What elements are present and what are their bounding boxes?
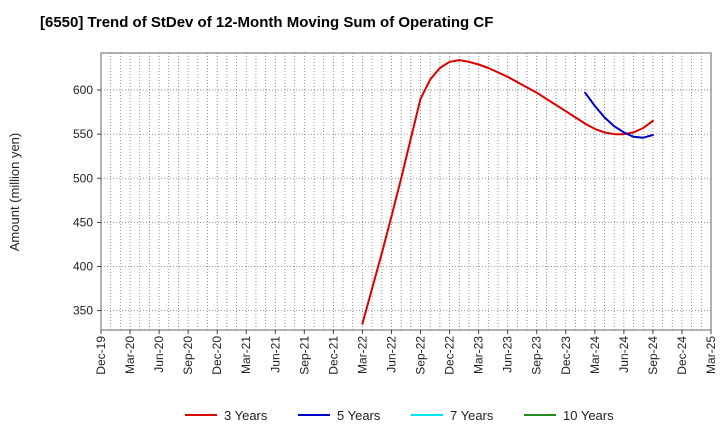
x-tick-label: Jun-24 [617,336,631,373]
x-tick-label: Jun-20 [152,336,166,373]
y-tick-label: 500 [73,171,93,185]
x-tick-label: Mar-24 [588,336,602,374]
x-axis: Dec-19 Mar-20 Jun-20 Sep-20 Dec-20 Mar-21 Jun-… [94,330,718,375]
legend-label: 5 Years [337,408,381,423]
y-tick-label: 600 [73,83,93,97]
x-tick-label: Dec-19 [94,336,108,375]
x-tick-label: Mar-21 [239,336,253,374]
y-tick-label: 350 [73,304,93,318]
series-layer [361,59,654,325]
y-axis-title: Amount (million yen) [7,133,22,252]
x-tick-label: Dec-21 [326,336,340,375]
x-tick-label: Sep-23 [530,336,544,375]
x-tick-label: Jun-22 [384,336,398,373]
series-line-3-years [361,59,654,325]
x-tick-label: Sep-22 [414,336,428,375]
legend-label: 7 Years [450,408,494,423]
x-tick-label: Mar-22 [355,336,369,374]
x-tick-label: Jun-21 [268,336,282,373]
grid-layer [101,53,711,330]
plot-frame [100,52,712,331]
y-tick-label: 550 [73,127,93,141]
y-tick-label: 450 [73,215,93,229]
series-line-5-years [584,91,654,139]
x-tick-label: Mar-25 [704,336,718,374]
legend-label: 3 Years [224,408,268,423]
x-tick-label: Dec-22 [443,336,457,375]
x-tick-label: Sep-24 [646,336,660,375]
x-tick-label: Sep-21 [297,336,311,375]
x-tick-label: Sep-20 [181,336,195,375]
x-tick-label: Dec-23 [559,336,573,375]
x-tick-label: Mar-23 [472,336,486,374]
x-tick-label: Dec-20 [210,336,224,375]
legend-label: 10 Years [563,408,614,423]
x-tick-label: Dec-24 [675,336,689,375]
x-tick-label: Jun-23 [501,336,515,373]
y-tick-label: 400 [73,259,93,273]
x-tick-label: Mar-20 [123,336,137,374]
legend: 3 Years 5 Years 7 Years 10 Years [185,408,614,423]
y-axis: 350 400 450 500 550 600 [73,83,101,318]
chart-title: [6550] Trend of StDev of 12-Month Moving… [40,14,494,31]
